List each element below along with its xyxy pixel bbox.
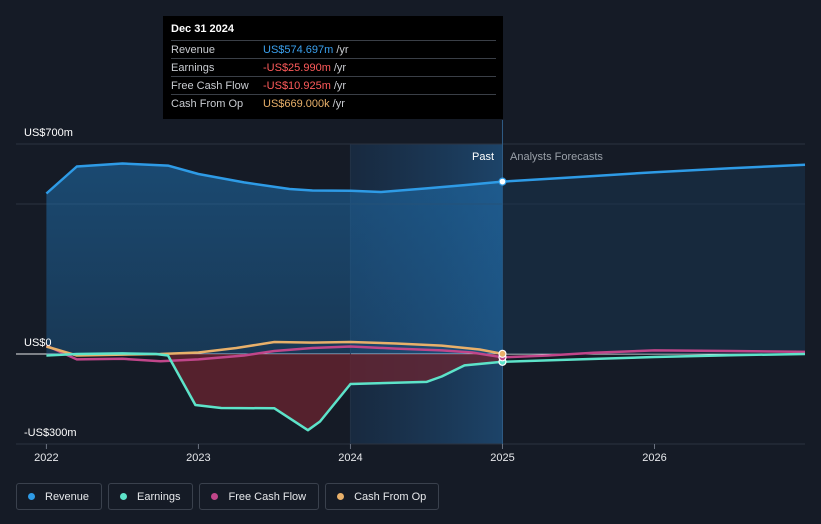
legend-label: Free Cash Flow [228,490,307,503]
legend-dot-icon [28,493,35,500]
legend-dot-icon [120,493,128,500]
legend-label: Cash From Op [354,490,427,503]
series-line-earnings [46,352,806,432]
tooltip-unit: /yr [333,79,347,92]
revenue-area [46,163,503,354]
x-tick-label: 2024 [338,452,362,464]
tooltip-name: Free Cash Flow [171,79,249,92]
legend-label: Earnings [137,490,181,503]
x-tick-label: 2025 [490,452,514,464]
legend-label: Revenue [45,490,90,503]
legend-item-earnings[interactable]: Earnings [108,483,194,510]
legend-item-free-cash-flow[interactable]: Free Cash Flow [199,483,320,510]
tooltip-row-cfo: Cash From Op US$669.000k /yr [171,94,496,112]
y-label-bottom: -US$300m [24,427,77,439]
marker-revenue [498,177,507,186]
tooltip-name: Earnings [171,61,215,74]
forecast-label: Analysts Forecasts [510,151,603,163]
series-line-free-cash-flow [45,344,806,363]
legend-item-cash-from-op[interactable]: Cash From Op [325,483,440,510]
tooltip-unit: /yr [336,43,349,56]
tooltip-value: US$574.697m [263,43,334,56]
legend-dot-icon [211,493,219,500]
marker-cash-from-op [498,349,507,358]
tooltip-name: Revenue [171,43,216,56]
tooltip-unit: /yr [332,97,345,110]
tooltip-row-fcf: Free Cash Flow -US$10.925m /yr [171,76,496,94]
y-label-top: US$700m [24,127,73,139]
legend-item-revenue[interactable]: Revenue [16,483,103,510]
tooltip: Dec 31 2024 Revenue US$574.697m /yr Earn… [163,16,503,119]
past-label: Past [472,151,494,163]
revenue-forecast-area [502,164,805,354]
legend: Revenue Earnings Free Cash Flow Cash Fro… [16,483,440,510]
tooltip-date: Dec 31 2024 [171,23,234,35]
tooltip-value: -US$10.925m [263,79,331,92]
y-label-zero: US$0 [24,337,52,349]
tooltip-name: Cash From Op [171,97,244,110]
tooltip-value: -US$25.990m [263,61,331,74]
legend-dot-icon [337,493,345,500]
tooltip-row-revenue: Revenue US$574.697m /yr [171,40,496,58]
x-tick-label: 2022 [34,452,58,464]
tooltip-row-earnings: Earnings -US$25.990m /yr [171,58,496,76]
tooltip-value: US$669.000k [263,97,330,110]
series-line-revenue [45,162,806,195]
x-tick-label: 2026 [642,452,666,464]
earnings-area [46,353,503,431]
x-tick-label: 2023 [186,452,210,464]
tooltip-unit: /yr [333,61,347,74]
